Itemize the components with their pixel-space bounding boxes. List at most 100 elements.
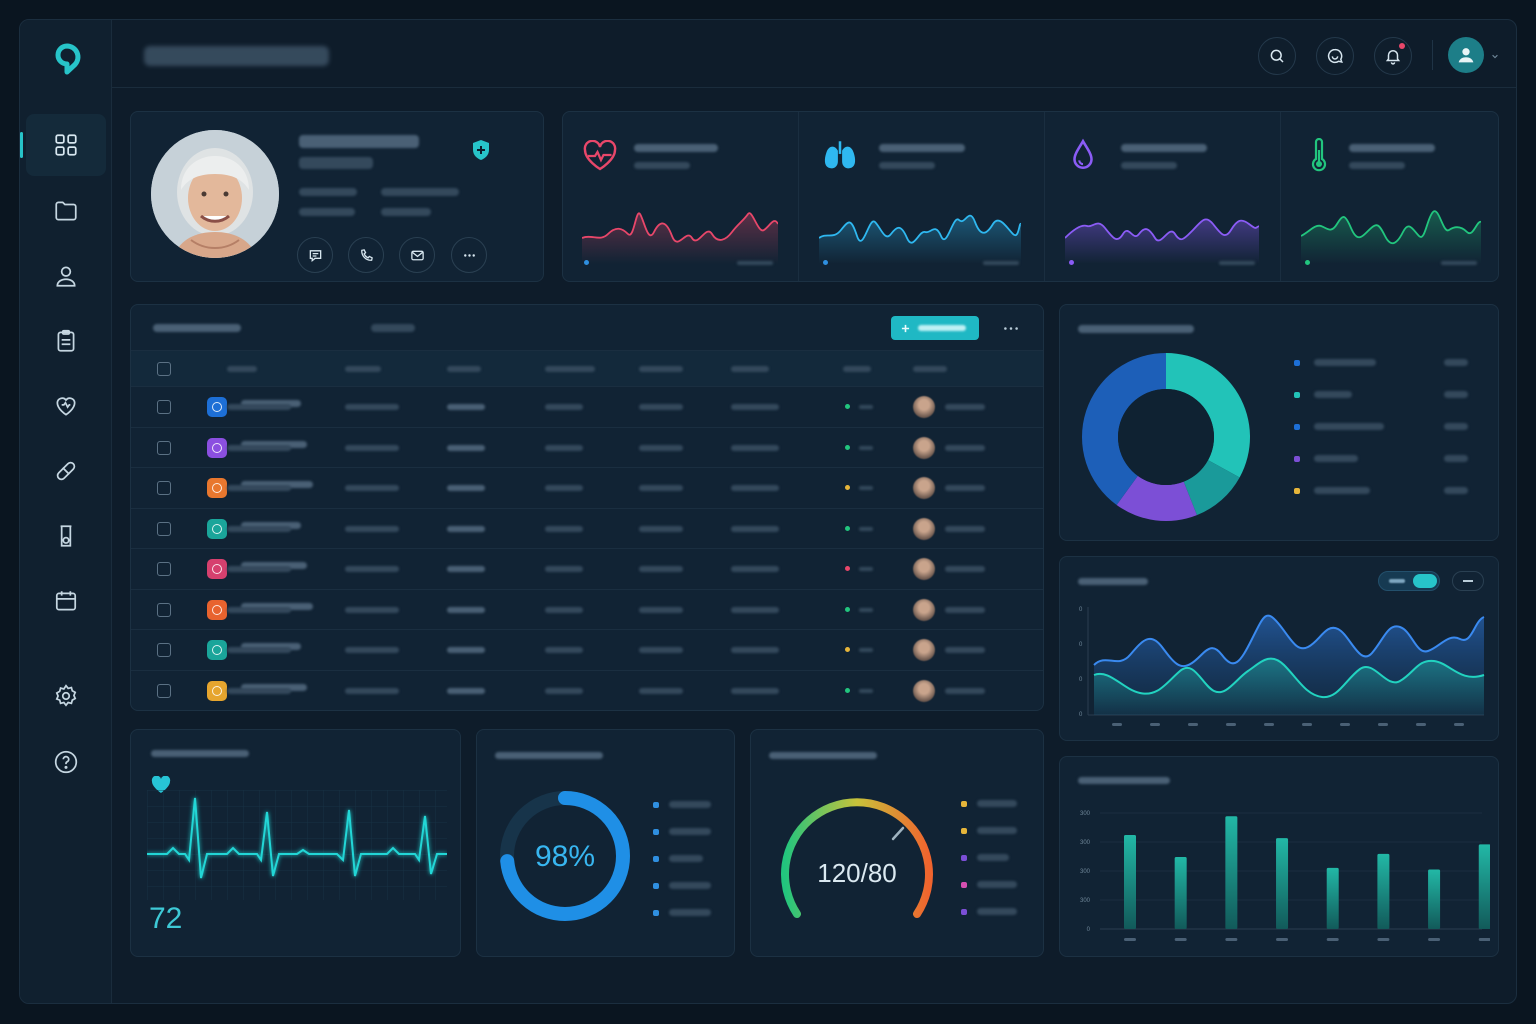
assignee-avatar[interactable]	[913, 396, 935, 418]
row-cell	[241, 440, 307, 448]
bar-mark[interactable]	[1174, 856, 1187, 929]
bar-mark[interactable]	[1478, 844, 1490, 929]
table-row[interactable]	[131, 507, 1043, 548]
assignee-avatar[interactable]	[913, 679, 935, 702]
assignee-avatar[interactable]	[913, 477, 935, 499]
assignee-avatar[interactable]	[913, 517, 935, 540]
row-cell	[241, 643, 301, 650]
blood-pressure-gauge: 120/80	[781, 798, 933, 918]
table-row[interactable]	[131, 548, 1043, 588]
sidebar-item-help[interactable]	[26, 731, 106, 793]
row-checkbox[interactable]	[157, 602, 171, 617]
more-options-button[interactable]	[451, 237, 487, 273]
status-dot	[845, 606, 850, 612]
donut-slice[interactable]	[1082, 353, 1166, 505]
row-cell	[447, 687, 485, 694]
vital-temp-sub-redacted	[1349, 162, 1405, 169]
status-dot	[845, 687, 850, 693]
mail-icon	[410, 250, 424, 260]
vital-heart-rate[interactable]	[563, 112, 799, 281]
vital-blood-glucose[interactable]	[1045, 112, 1281, 281]
donut-slice[interactable]	[1183, 460, 1240, 516]
row-cell	[731, 687, 779, 694]
row-cell	[447, 525, 485, 532]
heart-rate-sparkline	[582, 212, 778, 264]
chat-button[interactable]	[1316, 37, 1354, 75]
row-checkbox[interactable]	[157, 643, 171, 657]
row-cell	[639, 444, 683, 451]
row-cell	[241, 521, 301, 529]
chevron-down-icon[interactable]	[1491, 52, 1499, 60]
x-tick-label	[1124, 938, 1136, 941]
sidebar-item-folder[interactable]	[26, 180, 106, 242]
sidebar-item-clipboard[interactable]	[26, 310, 106, 372]
table-row[interactable]	[131, 426, 1043, 467]
trend-toggle[interactable]	[1378, 571, 1440, 591]
row-cell	[447, 606, 485, 613]
status-label	[859, 486, 873, 490]
legend-swatch	[1294, 392, 1300, 398]
bar-mark[interactable]	[1326, 867, 1339, 929]
notifications-button[interactable]	[1374, 37, 1412, 75]
row-checkbox[interactable]	[157, 400, 171, 414]
sidebar-item-medication[interactable]	[26, 440, 106, 502]
bar-mark[interactable]	[1276, 838, 1289, 929]
row-cell	[447, 647, 485, 653]
table-row[interactable]	[131, 629, 1043, 669]
phone-icon	[360, 248, 373, 261]
more-horizontal-icon[interactable]	[1003, 326, 1019, 331]
row-checkbox[interactable]	[157, 481, 171, 495]
vital-respiration[interactable]	[799, 112, 1045, 281]
message-patient-button[interactable]	[297, 237, 333, 273]
sidebar-item-calendar[interactable]	[26, 570, 106, 632]
legend-swatch	[1294, 360, 1300, 366]
row-cell	[639, 525, 683, 532]
sidebar-item-heart[interactable]	[26, 375, 106, 437]
assignee-name	[945, 687, 985, 694]
trend-collapse-button[interactable]	[1452, 571, 1484, 591]
assignee-avatar[interactable]	[913, 639, 935, 661]
select-all-checkbox[interactable]	[157, 362, 171, 376]
table-row[interactable]	[131, 386, 1043, 426]
column-header	[843, 366, 871, 372]
bar-mark[interactable]	[1225, 816, 1238, 929]
row-checkbox[interactable]	[157, 683, 171, 698]
row-checkbox[interactable]	[157, 562, 171, 576]
column-header	[731, 366, 769, 372]
patient-name-redacted	[299, 135, 419, 148]
row-cell	[345, 404, 399, 410]
add-record-button[interactable]	[891, 316, 979, 340]
donut-title-redacted	[1078, 325, 1194, 333]
sidebar-item-user[interactable]	[26, 245, 106, 307]
table-row[interactable]	[131, 467, 1043, 507]
search-button[interactable]	[1258, 37, 1296, 75]
row-cell	[345, 525, 399, 532]
bar-mark[interactable]	[1377, 853, 1390, 929]
row-checkbox[interactable]	[157, 440, 171, 455]
bar-mark[interactable]	[1428, 869, 1441, 929]
sidebar-item-settings[interactable]	[26, 665, 106, 727]
sidebar-item-lab[interactable]	[26, 505, 106, 567]
legend-label	[1314, 423, 1384, 430]
donut-slice[interactable]	[1116, 475, 1197, 521]
user-avatar-button[interactable]	[1448, 37, 1484, 73]
table-row[interactable]	[131, 588, 1043, 629]
app-logo-icon[interactable]	[50, 42, 84, 76]
bar-mark[interactable]	[1124, 835, 1136, 929]
sidebar-item-dashboard[interactable]	[20, 114, 106, 176]
vital-temperature[interactable]	[1281, 112, 1500, 281]
patient-card	[130, 111, 544, 282]
assignee-avatar[interactable]	[913, 436, 935, 459]
email-patient-button[interactable]	[399, 237, 435, 273]
add-record-label-redacted	[918, 325, 966, 331]
assignee-avatar[interactable]	[913, 558, 935, 580]
call-patient-button[interactable]	[348, 237, 384, 273]
assignee-avatar[interactable]	[913, 598, 935, 621]
x-tick-label	[1428, 938, 1441, 941]
table-filter-redacted[interactable]	[371, 324, 415, 332]
row-checkbox[interactable]	[157, 521, 171, 536]
row-cell	[227, 647, 291, 653]
table-row[interactable]	[131, 669, 1043, 710]
donut-slice[interactable]	[1166, 353, 1250, 478]
trend-title-redacted	[1078, 578, 1148, 585]
